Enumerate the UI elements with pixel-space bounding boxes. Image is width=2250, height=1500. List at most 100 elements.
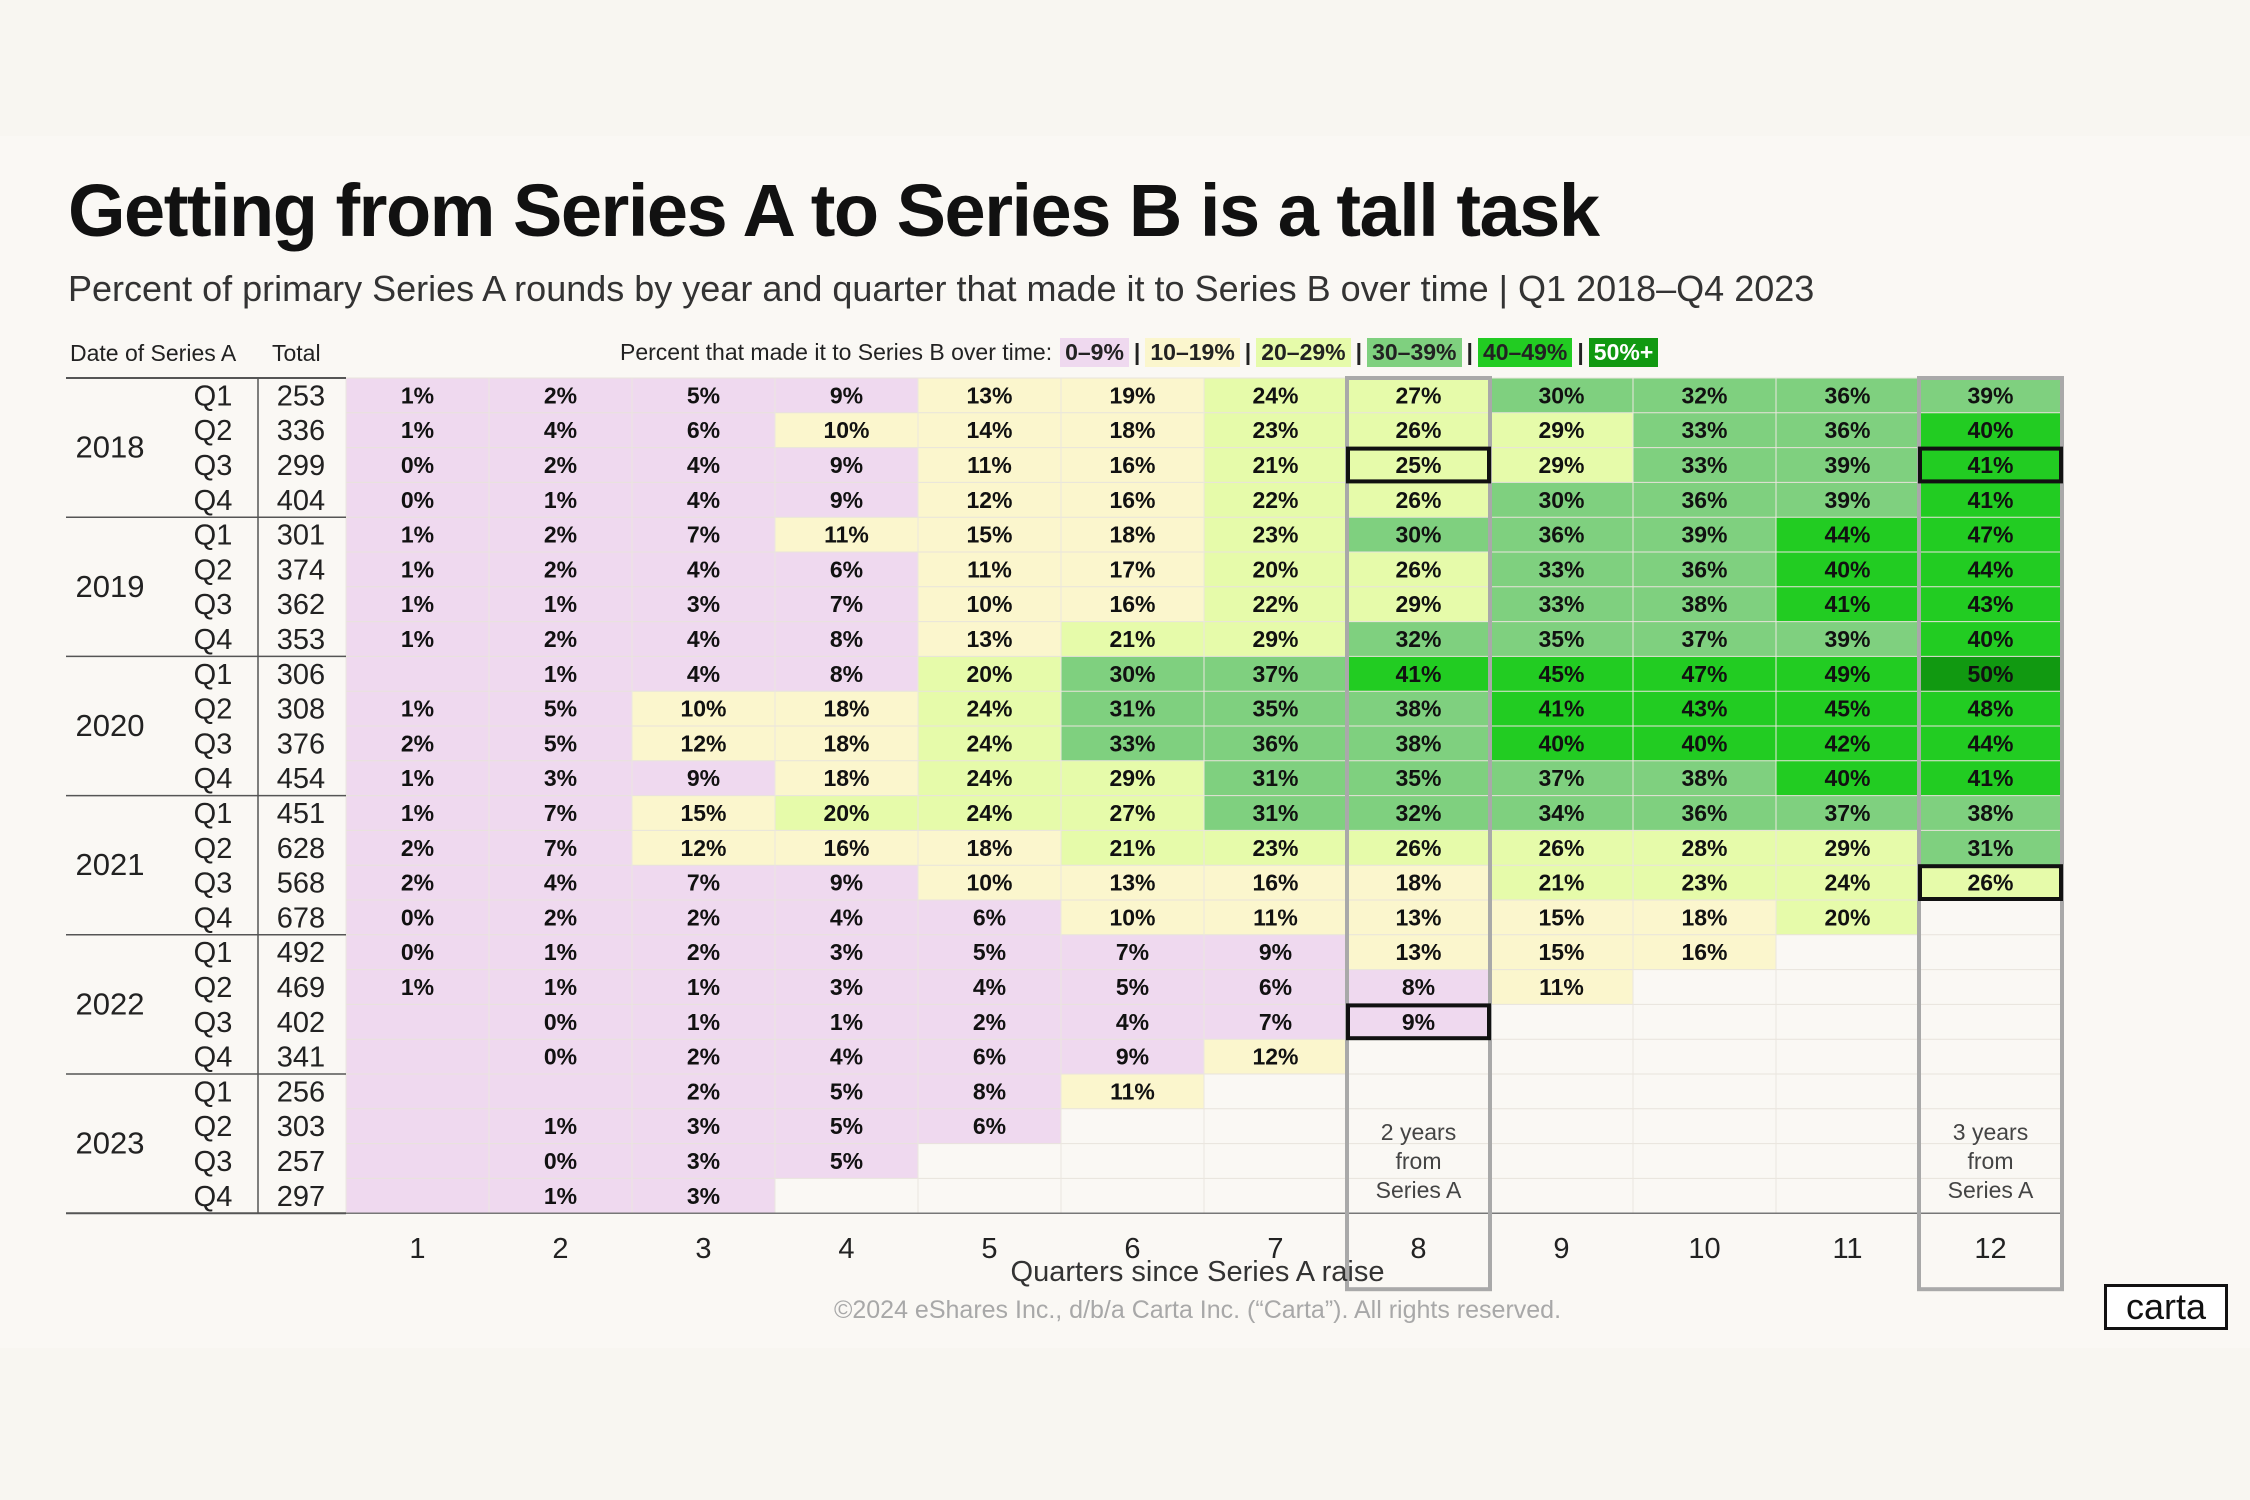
heatmap-cell — [1776, 830, 1919, 866]
heatmap-cell — [1204, 795, 1347, 831]
heatmap-cell — [1347, 552, 1490, 587]
heatmap-cell — [918, 586, 1061, 622]
heatmap-cell — [1776, 447, 1919, 483]
heatmap-cell — [1633, 726, 1776, 761]
cell-value-label: 27% — [1109, 800, 1155, 826]
quarter-label: Q1 — [194, 380, 233, 412]
heatmap-cell — [1776, 482, 1919, 518]
heatmap-cell — [1061, 865, 1204, 900]
heatmap-cell — [1633, 621, 1776, 657]
cell-value-label: 4% — [687, 487, 720, 513]
quarter-label: Q3 — [194, 589, 233, 621]
heatmap-cell — [1490, 900, 1633, 935]
heatmap-cell — [1490, 865, 1633, 900]
heatmap-cell — [1490, 760, 1633, 796]
cell-value-label: 1% — [544, 661, 577, 687]
cell-value-label: 20% — [823, 800, 869, 826]
total-label: 376 — [277, 728, 325, 760]
legend-item-10-19: 10–19% — [1145, 338, 1240, 367]
cell-value-label: 13% — [1395, 939, 1441, 965]
cell-value-label: 35% — [1252, 696, 1298, 722]
cell-value-label: 2% — [544, 556, 577, 582]
heatmap-cell — [632, 900, 775, 935]
total-label: 297 — [277, 1181, 325, 1213]
heatmap-cell — [346, 1039, 489, 1074]
x-tick-label: 7 — [1267, 1233, 1283, 1265]
cell-value-label: 7% — [1259, 1009, 1292, 1035]
cell-value-label: 10% — [1109, 904, 1155, 930]
cell-value-label: 4% — [687, 626, 720, 652]
heatmap-cell — [1347, 621, 1490, 657]
heatmap-cell — [918, 865, 1061, 900]
heatmap-cell — [632, 691, 775, 726]
heatmap-cell — [1633, 795, 1776, 831]
legend-item-0-9: 0–9% — [1060, 338, 1129, 367]
heatmap-cell — [775, 760, 918, 796]
cell-value-label: 10% — [966, 870, 1012, 896]
legend-label: Percent that made it to Series B over ti… — [620, 339, 1053, 365]
heatmap-cell — [1204, 830, 1347, 866]
heatmap-cell — [1347, 865, 1490, 900]
cell-value-label: 2% — [401, 870, 434, 896]
heatmap-cell — [632, 830, 775, 866]
heatmap-cell — [1490, 412, 1633, 448]
heatmap-cell — [632, 969, 775, 1005]
cell-value-label: 15% — [1538, 904, 1584, 930]
heatmap-cell — [632, 1004, 775, 1040]
quarter-label: Q1 — [194, 659, 233, 691]
heatmap-cell — [1061, 378, 1204, 413]
cell-value-label: 30% — [1109, 661, 1155, 687]
heatmap-cell — [489, 482, 632, 518]
heatmap-cell — [1061, 900, 1204, 935]
cell-value-label: 43% — [1967, 591, 2013, 617]
total-label: 256 — [277, 1076, 325, 1108]
legend-separator: | — [1466, 339, 1473, 365]
heatmap-cell — [1204, 482, 1347, 518]
cell-value-label: 1% — [544, 591, 577, 617]
cell-value-label: 5% — [973, 939, 1006, 965]
heatmap-cell — [632, 726, 775, 761]
heatmap-cell — [918, 1039, 1061, 1074]
cell-value-label: 26% — [1538, 835, 1584, 861]
cell-value-label: 3% — [830, 974, 863, 1000]
heatmap-cell — [1347, 378, 1490, 413]
heatmap-cell — [775, 1074, 918, 1109]
total-label: 301 — [277, 520, 325, 552]
heatmap-cell — [1204, 760, 1347, 796]
column-annotation: 2 years — [1381, 1119, 1456, 1145]
cell-value-label: 18% — [823, 730, 869, 756]
heatmap-cell — [346, 482, 489, 518]
heatmap-cell — [489, 1143, 632, 1179]
cell-value-label: 5% — [830, 1078, 863, 1104]
cell-value-label: 41% — [1967, 487, 2013, 513]
heatmap-cell — [1204, 900, 1347, 935]
quarter-label: Q1 — [194, 798, 233, 830]
x-tick-label: 3 — [695, 1233, 711, 1265]
cell-value-label: 4% — [687, 556, 720, 582]
cell-value-label: 1% — [401, 556, 434, 582]
cell-value-label: 18% — [823, 696, 869, 722]
heatmap-cell — [775, 412, 918, 448]
heatmap-cell — [1061, 517, 1204, 552]
heatmap-cell — [346, 1074, 489, 1109]
copyright-text: ©2024 eShares Inc., d/b/a Carta Inc. (“C… — [833, 1296, 1562, 1324]
heatmap-cell — [1633, 760, 1776, 796]
heatmap-cell — [1490, 447, 1633, 483]
heatmap-cell — [1633, 830, 1776, 866]
cell-value-label: 5% — [544, 696, 577, 722]
cell-value-label: 11% — [824, 522, 869, 548]
highlight-column-frame — [1345, 376, 1492, 1292]
page-top-band — [0, 0, 2250, 136]
cell-value-label: 1% — [544, 939, 577, 965]
heatmap-cell — [1204, 552, 1347, 587]
cell-value-label: 31% — [1967, 835, 2013, 861]
heatmap-cell — [918, 726, 1061, 761]
heatmap-cell — [1776, 691, 1919, 726]
heatmap-cell — [489, 726, 632, 761]
cell-value-label: 22% — [1252, 591, 1298, 617]
legend-separator: | — [1244, 339, 1252, 365]
cell-value-label: 37% — [1681, 626, 1727, 652]
total-label: 568 — [277, 868, 325, 900]
cell-value-label: 30% — [1395, 522, 1441, 548]
